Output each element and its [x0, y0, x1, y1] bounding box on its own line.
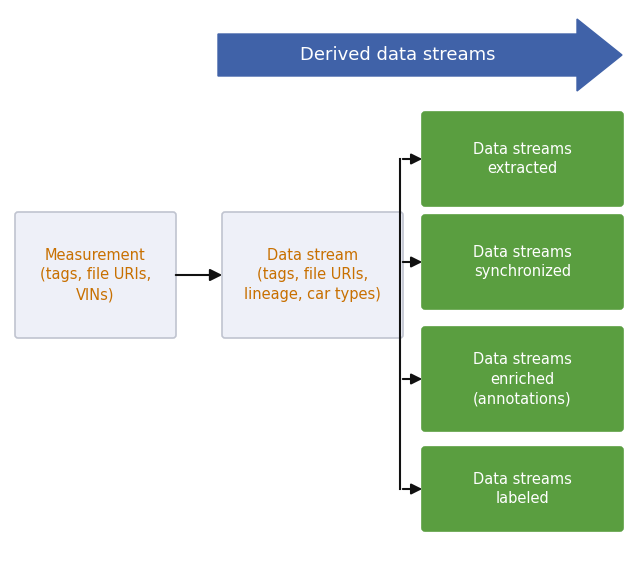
FancyBboxPatch shape: [422, 112, 623, 206]
Text: Data streams
synchronized: Data streams synchronized: [473, 245, 572, 280]
Text: Data streams
enriched
(annotations): Data streams enriched (annotations): [473, 351, 572, 406]
FancyBboxPatch shape: [422, 215, 623, 309]
FancyBboxPatch shape: [15, 212, 176, 338]
FancyBboxPatch shape: [422, 327, 623, 431]
Text: Data stream
(tags, file URIs,
lineage, car types): Data stream (tags, file URIs, lineage, c…: [244, 247, 381, 302]
Text: Measurement
(tags, file URIs,
VINs): Measurement (tags, file URIs, VINs): [40, 247, 151, 302]
Text: Data streams
extracted: Data streams extracted: [473, 142, 572, 176]
Text: Data streams
labeled: Data streams labeled: [473, 472, 572, 506]
FancyBboxPatch shape: [422, 447, 623, 531]
Text: Derived data streams: Derived data streams: [300, 46, 495, 64]
FancyBboxPatch shape: [222, 212, 403, 338]
Polygon shape: [218, 19, 622, 91]
